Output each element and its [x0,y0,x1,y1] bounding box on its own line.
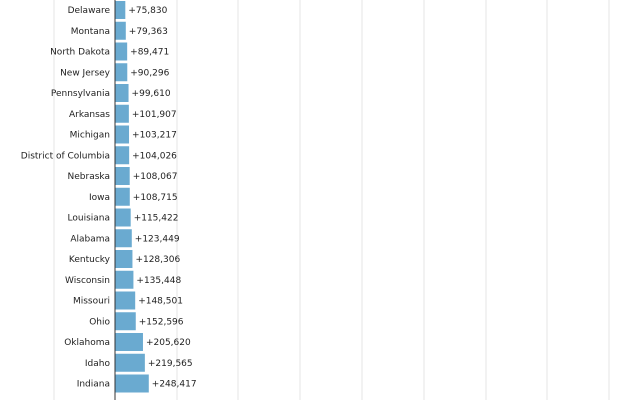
category-label: Michigan [70,131,110,141]
data-label: +104,026 [132,151,177,161]
data-label: +89,471 [130,48,169,58]
category-label: Idaho [85,359,111,369]
category-label: Iowa [89,193,110,203]
category-label: Wisconsin [65,276,110,286]
bar-alabama [115,229,132,248]
category-label: Ohio [89,317,110,327]
bar-kentucky [115,250,133,268]
data-label: +75,830 [128,6,167,16]
category-label: Oklahoma [64,338,110,348]
category-label: Louisiana [68,214,111,224]
bar-ohio [115,312,136,331]
data-label: +152,596 [139,317,184,327]
bar-nebraska [115,167,130,185]
bar-north-dakota [115,42,128,61]
category-label: North Dakota [50,48,110,58]
category-label: Kentucky [69,255,111,265]
data-label: +248,417 [152,380,197,390]
category-label: Alabama [70,234,110,244]
category-label: Indiana [77,380,110,390]
bar-new-jersey [115,63,128,82]
data-label: +219,565 [148,359,193,369]
bar-idaho [115,353,145,372]
bar-pennsylvania [115,84,129,102]
data-label: +135,448 [136,276,181,286]
data-label: +148,501 [138,297,183,307]
data-label: +123,449 [135,234,180,244]
data-label: +115,422 [134,214,179,224]
bars [115,1,149,393]
category-label: Montana [71,27,110,37]
data-label: +101,907 [132,110,177,120]
data-label: +79,363 [129,27,168,37]
bar-iowa [115,187,130,206]
category-label: Pennsylvania [51,89,110,99]
category-label: New Jersey [60,68,111,78]
bar-wisconsin [115,270,134,289]
gridlines [53,0,610,400]
category-label: District of Columbia [21,151,110,161]
bar-montana [115,21,126,40]
category-label: Delaware [68,6,111,16]
value-labels: +75,830 +79,363 +89,471 +90,296 +99,610 +101,… [128,6,196,390]
data-label: +99,610 [132,89,171,99]
data-label: +128,306 [135,255,180,265]
bar-district-of-columbia [115,146,130,165]
data-label: +103,217 [132,131,177,141]
data-label: +108,715 [133,193,178,203]
bar-indiana [115,374,149,393]
category-label: Nebraska [68,172,110,182]
category-label: Arkansas [69,110,110,120]
bar-arkansas [115,104,129,123]
data-label: +90,296 [130,68,169,78]
bar-louisiana [115,208,131,227]
data-label: +205,620 [146,338,191,348]
bar-oklahoma [115,333,143,351]
bar-delaware [115,1,126,19]
category-label: Missouri [73,297,110,307]
data-label: +108,067 [133,172,178,182]
bar-missouri [115,291,136,310]
category-labels: Delaware Montana North Dakota New Jersey Pen… [21,6,111,390]
bar-michigan [115,125,130,144]
